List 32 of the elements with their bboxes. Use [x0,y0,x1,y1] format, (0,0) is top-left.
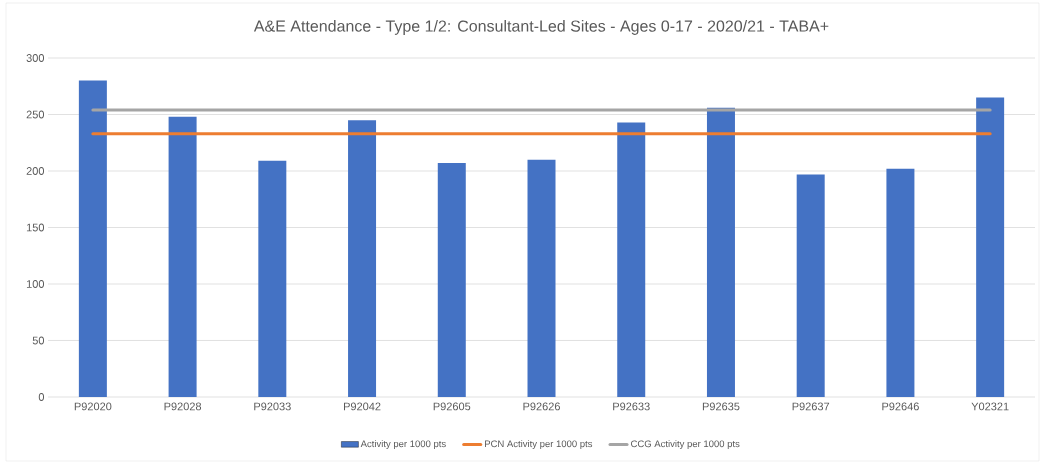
y-tick-label: 150 [26,223,45,232]
x-tick-label: P92042 [344,402,381,411]
x-tick-label: P92028 [164,402,202,411]
bar [437,163,466,397]
chart-title: A&E Attendance - Type 1/2: Consultant-Led Sites - Ages 0-17 - 2020/21 - TABA+ [253,20,829,35]
y-tick-label: 0 [38,393,45,401]
bar [527,159,556,397]
x-tick-label: P92646 [882,402,919,411]
legend-label: CCG Activity per 1000 pts [631,440,740,450]
y-tick-label: 100 [26,280,45,288]
x-tick-label: P92635 [702,402,740,411]
x-tick-label: P92637 [792,402,830,411]
bar [886,168,915,397]
x-tick-label: P92020 [74,402,112,411]
bar [78,80,107,397]
y-tick-label: 200 [26,167,45,175]
bar [258,160,287,397]
legend-label: PCN Activity per 1000 pts [485,440,593,450]
legend-label: Activity per 1000 pts [360,440,446,450]
bar [617,122,646,397]
x-tick-label: P92633 [613,402,650,411]
x-tick-label: P92033 [254,402,291,411]
bar [348,120,377,397]
x-tick-label: P92605 [433,402,471,411]
bar [168,116,197,397]
bar [976,97,1005,397]
y-tick-label: 300 [26,54,45,62]
x-tick-label: Y02321 [971,402,1009,411]
x-tick-label: P92626 [523,402,560,411]
bar [796,174,825,397]
y-tick-label: 250 [26,110,45,119]
y-tick-label: 50 [32,336,45,345]
